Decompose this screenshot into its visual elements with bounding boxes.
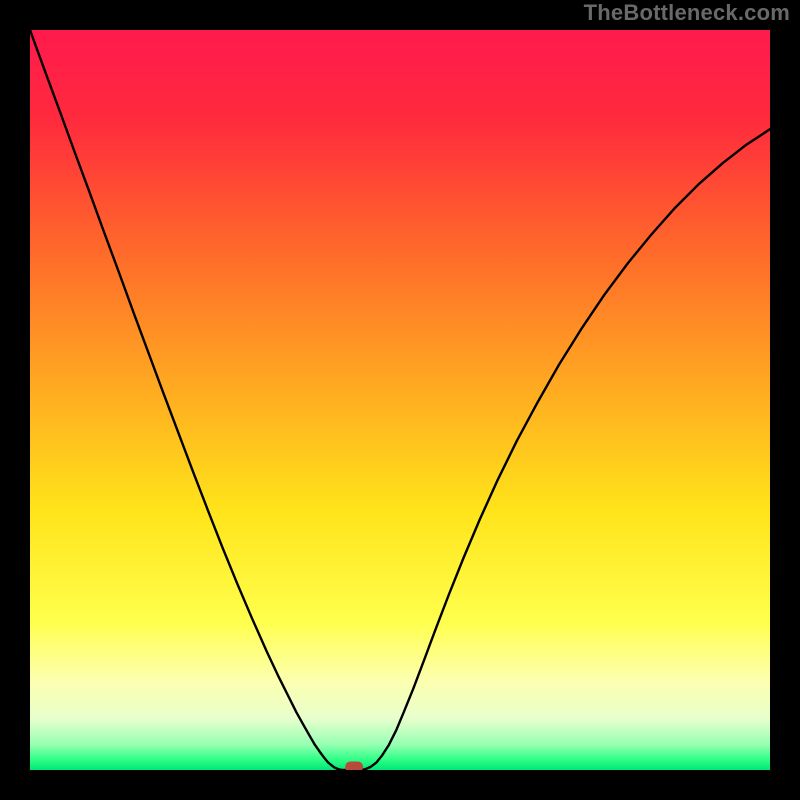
minimum-marker	[345, 761, 363, 770]
gradient-background	[30, 30, 770, 770]
plot-area	[30, 30, 770, 770]
plot-svg	[30, 30, 770, 770]
chart-frame: TheBottleneck.com	[0, 0, 800, 800]
watermark-text: TheBottleneck.com	[584, 0, 790, 26]
